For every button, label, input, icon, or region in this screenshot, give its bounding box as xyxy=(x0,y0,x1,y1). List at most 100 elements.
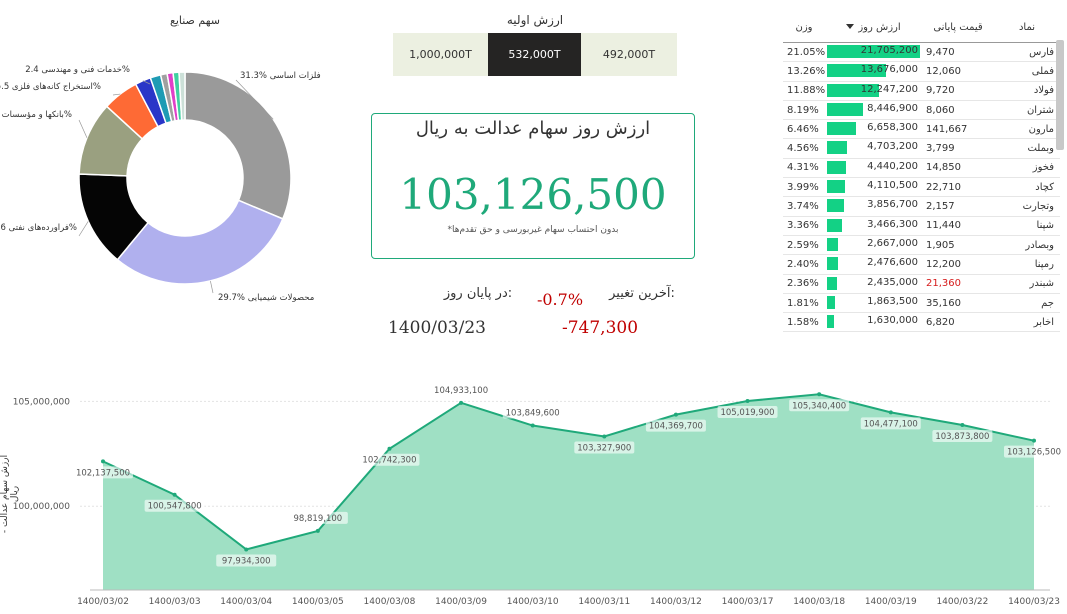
card-title: ارزش روز سهام عدالت به ریال xyxy=(415,118,651,139)
data-point[interactable] xyxy=(387,446,392,451)
x-tick-label: 1400/03/10 xyxy=(507,597,559,607)
x-tick-label: 1400/03/12 xyxy=(650,597,702,607)
data-label: 102,137,500 xyxy=(76,468,130,478)
value-bar xyxy=(827,122,856,136)
data-point[interactable] xyxy=(1032,438,1036,443)
cell-day-value: 4,440,200 xyxy=(825,158,922,179)
sort-desc-icon[interactable] xyxy=(846,24,855,29)
end-of-day-label: در پایان روز: xyxy=(443,286,513,301)
data-point[interactable] xyxy=(745,399,750,404)
data-point[interactable] xyxy=(459,400,464,405)
data-point[interactable] xyxy=(530,423,535,428)
initial-option-492000[interactable]: 492,000T xyxy=(581,33,677,76)
data-label-bg xyxy=(789,399,850,412)
value-card: ارزش روز سهام عدالت به ریال 103,126,500 … xyxy=(371,113,695,259)
value-text: 6,658,300 xyxy=(867,122,918,134)
value-bar xyxy=(827,199,844,213)
data-point[interactable] xyxy=(172,492,177,497)
cell-final-price: 9,720 xyxy=(922,81,994,101)
table-row[interactable]: فملی 12,060 13,676,000 13.26% xyxy=(783,61,1060,82)
value-text: 8,446,900 xyxy=(867,102,918,114)
table-row[interactable]: وبملت 3,799 4,703,200 4.56% xyxy=(783,138,1060,159)
data-label-bg xyxy=(645,419,706,432)
holdings-table: نماد قیمت پایانی ارزش روز وزن فارس 9,470 2… xyxy=(783,12,1060,334)
table-row[interactable]: فولاد 9,720 12,247,200 11.88% xyxy=(783,81,1060,101)
table-row[interactable]: شپنا 11,440 3,466,300 3.36% xyxy=(783,216,1060,236)
x-tick-label: 1400/03/02 xyxy=(77,597,129,607)
data-label-bg xyxy=(287,511,348,524)
cell-final-price: 12,200 xyxy=(922,254,994,275)
value-text: 1,630,000 xyxy=(867,315,918,327)
data-label: 103,873,800 xyxy=(935,432,989,442)
data-label-bg xyxy=(1004,445,1064,458)
value-bar xyxy=(827,257,838,271)
y-tick-label: 100,000,000 xyxy=(13,502,71,512)
data-point[interactable] xyxy=(673,412,678,417)
donut-slice-label: استخراج کانه‌های فلزی 5.5% xyxy=(0,82,101,92)
cell-final-price: 9,470 xyxy=(922,42,994,63)
cell-weight: 3.99% xyxy=(783,177,825,198)
table-row[interactable]: فارس 9,470 21,705,200 21.05% xyxy=(783,42,1060,63)
donut-slice[interactable] xyxy=(184,71,292,220)
table-row[interactable]: اخابر 6,820 1,630,000 1.58% xyxy=(783,312,1060,333)
donut-slice-label: خدمات فنی و مهندسی 2.4% xyxy=(25,65,130,75)
header-symbol[interactable]: نماد xyxy=(994,12,1060,43)
cell-symbol: فخوز xyxy=(994,158,1060,179)
data-label-bg xyxy=(574,441,635,454)
data-label-bg xyxy=(359,453,420,466)
table-row[interactable]: شتران 8,060 8,446,900 8.19% xyxy=(783,100,1060,121)
x-tick-label: 1400/03/22 xyxy=(936,597,988,607)
data-label: 104,933,100 xyxy=(434,386,488,396)
data-point[interactable] xyxy=(244,547,249,552)
data-point[interactable] xyxy=(960,423,965,428)
cell-final-price: 14,850 xyxy=(922,158,994,179)
value-text: 21,705,200 xyxy=(860,45,918,56)
table-row[interactable]: شبندر 21,360 2,435,000 2.36% xyxy=(783,274,1060,294)
donut-slice[interactable] xyxy=(178,71,186,121)
header-day-value[interactable]: ارزش روز xyxy=(825,12,922,43)
cell-weight: 4.56% xyxy=(783,138,825,159)
table-row[interactable]: کچاد 22,710 4,110,500 3.99% xyxy=(783,177,1060,198)
donut-slice[interactable] xyxy=(116,199,284,285)
data-point[interactable] xyxy=(101,459,105,464)
cell-symbol: فارس xyxy=(994,42,1060,63)
x-tick-label: 1400/03/11 xyxy=(578,597,630,607)
cell-symbol: فملی xyxy=(994,61,1060,82)
value-bar xyxy=(827,45,920,58)
data-point[interactable] xyxy=(315,528,320,533)
cell-weight: 21.05% xyxy=(783,42,825,63)
x-tick-label: 1400/03/05 xyxy=(292,597,344,607)
header-final-price[interactable]: قیمت پایانی xyxy=(922,12,994,43)
table-row[interactable]: مارون 141,667 6,658,300 6.46% xyxy=(783,119,1060,140)
area-fill xyxy=(103,394,1034,590)
table-row[interactable]: جم 35,160 1,863,500 1.81% xyxy=(783,293,1060,314)
x-tick-label: 1400/03/23 xyxy=(1008,597,1060,607)
y-tick-label: 105,000,000 xyxy=(13,397,71,407)
data-label: 105,019,900 xyxy=(720,408,774,418)
cell-symbol: کچاد xyxy=(994,177,1060,198)
data-point[interactable] xyxy=(817,392,822,397)
header-weight[interactable]: وزن xyxy=(783,12,825,43)
initial-option-532000[interactable]: 532,000T xyxy=(488,33,581,76)
donut-title: سهم صنایع xyxy=(169,14,221,27)
table-scrollbar[interactable] xyxy=(1056,40,1064,150)
initial-option-1000000[interactable]: 1,000,000T xyxy=(393,33,488,76)
value-bar xyxy=(827,64,886,78)
value-bar xyxy=(827,276,837,290)
table-row[interactable]: فخوز 14,850 4,440,200 4.31% xyxy=(783,158,1060,179)
table-row[interactable]: وتجارت 2,157 3,856,700 3.74% xyxy=(783,196,1060,217)
value-bar xyxy=(827,237,838,251)
value-bar xyxy=(827,180,845,194)
data-point[interactable] xyxy=(888,410,893,415)
data-point[interactable] xyxy=(602,434,607,439)
data-label: 103,327,900 xyxy=(577,443,631,453)
cell-weight: 8.19% xyxy=(783,100,825,121)
value-text: 4,440,200 xyxy=(867,160,918,172)
cell-final-price: 12,060 xyxy=(922,61,994,82)
table-row[interactable]: رمپنا 12,200 2,476,600 2.40% xyxy=(783,254,1060,275)
last-change-percent: -0.7% xyxy=(536,290,584,309)
table-row[interactable]: وبصادر 1,905 2,667,000 2.59% xyxy=(783,235,1060,256)
cell-symbol: شتران xyxy=(994,100,1060,121)
cell-weight: 13.26% xyxy=(783,61,825,82)
donut-leader-line xyxy=(210,280,214,294)
